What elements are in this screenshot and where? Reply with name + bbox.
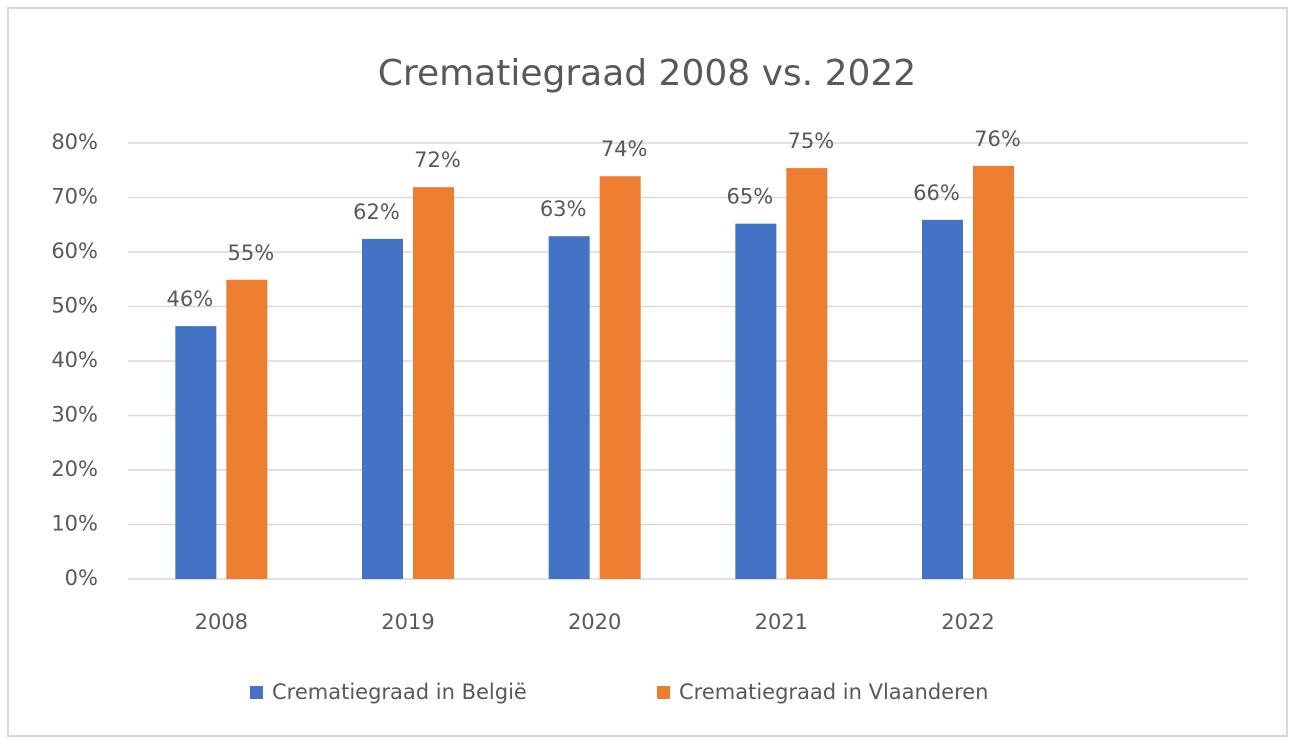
bar [175, 326, 217, 579]
x-tick-label: 2019 [381, 610, 434, 634]
bar [973, 165, 1014, 579]
chart-title: Crematiegraad 2008 vs. 2022 [378, 53, 916, 94]
y-tick-label: 60% [51, 239, 98, 263]
legend-swatch [657, 686, 670, 699]
y-tick-label: 10% [51, 512, 98, 536]
y-tick-label: 0% [65, 566, 98, 590]
legend-label: Crematiegraad in Vlaanderen [679, 680, 989, 704]
bar [413, 187, 454, 579]
bar [548, 236, 590, 579]
data-label: 55% [227, 241, 274, 265]
legend-swatch [250, 686, 263, 699]
data-label: 75% [787, 129, 834, 153]
y-tick-label: 70% [51, 185, 98, 209]
y-tick-label: 20% [51, 457, 98, 481]
x-tick-label: 2021 [755, 610, 808, 634]
bar [735, 223, 777, 579]
bar [362, 238, 403, 580]
y-tick-label: 80% [51, 130, 98, 154]
bar [922, 219, 963, 579]
data-label: 65% [726, 185, 773, 209]
data-label: 46% [166, 287, 213, 311]
data-label: 74% [601, 137, 648, 161]
bar [226, 279, 268, 579]
x-tick-label: 2008 [195, 610, 248, 634]
chart-border [7, 7, 1288, 737]
x-tick-label: 2022 [941, 610, 994, 634]
y-tick-label: 30% [51, 403, 98, 427]
legend-label: Crematiegraad in België [272, 680, 527, 704]
bar [599, 176, 641, 579]
bar [786, 168, 828, 579]
data-label: 72% [414, 148, 461, 172]
data-label: 62% [353, 200, 400, 224]
data-label: 66% [913, 181, 960, 205]
data-label: 63% [540, 197, 587, 221]
y-tick-label: 50% [51, 294, 98, 318]
data-label: 76% [974, 127, 1021, 151]
x-tick-label: 2020 [568, 610, 621, 634]
y-tick-label: 40% [51, 348, 98, 372]
